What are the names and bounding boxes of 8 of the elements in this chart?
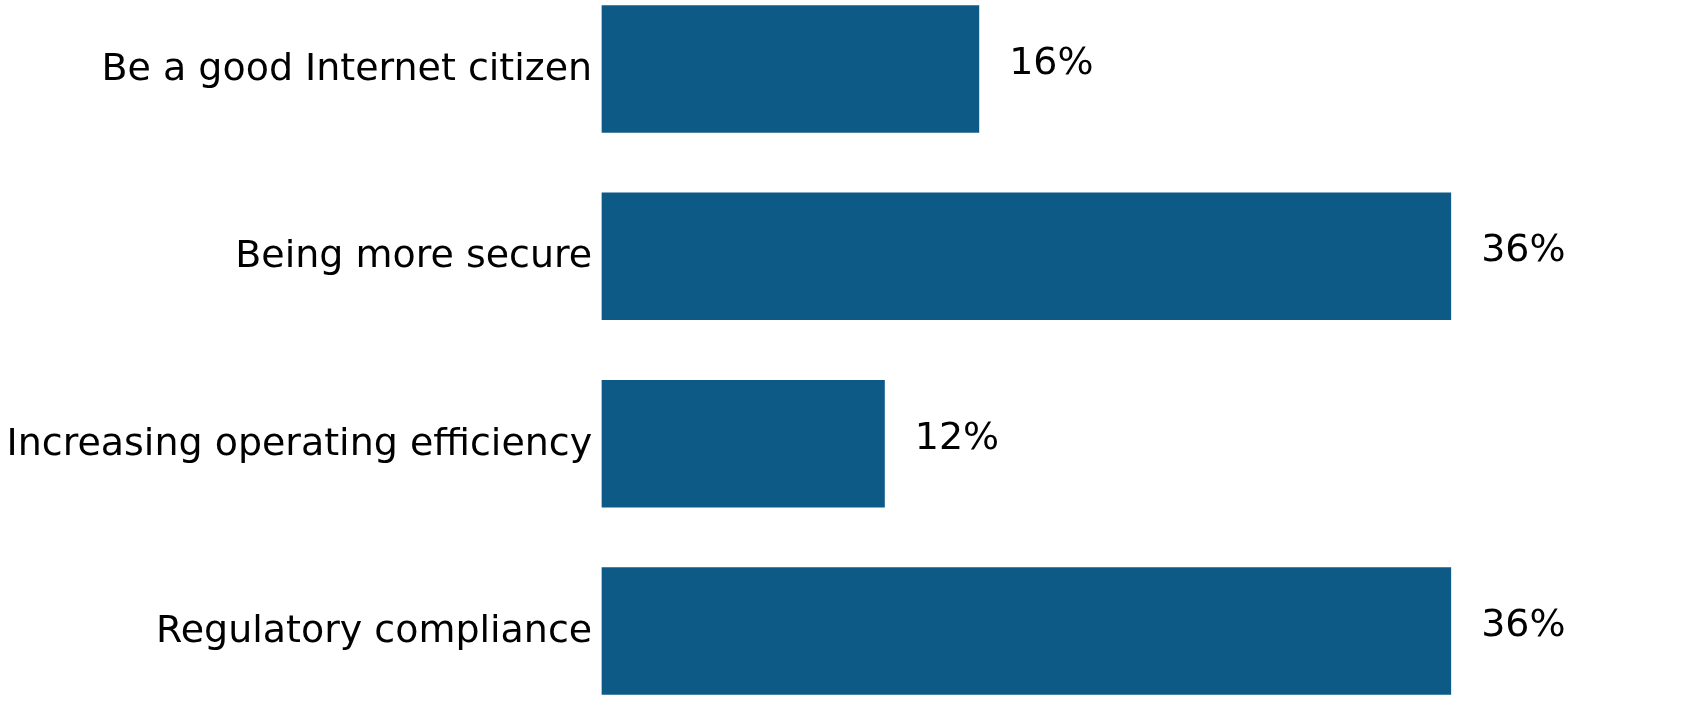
y-tick-label: Increasing operating efficiency [6, 419, 593, 464]
data-label: 12% [914, 413, 1000, 458]
y-tick-label: Regulatory compliance [156, 607, 593, 652]
data-label: 36% [1481, 226, 1566, 271]
y-tick-label: Be a good Internet citizen [101, 44, 593, 89]
y-tick-label: Being more secure [235, 232, 593, 277]
data-label: 36% [1481, 601, 1566, 646]
data-label: 16% [1009, 38, 1094, 83]
